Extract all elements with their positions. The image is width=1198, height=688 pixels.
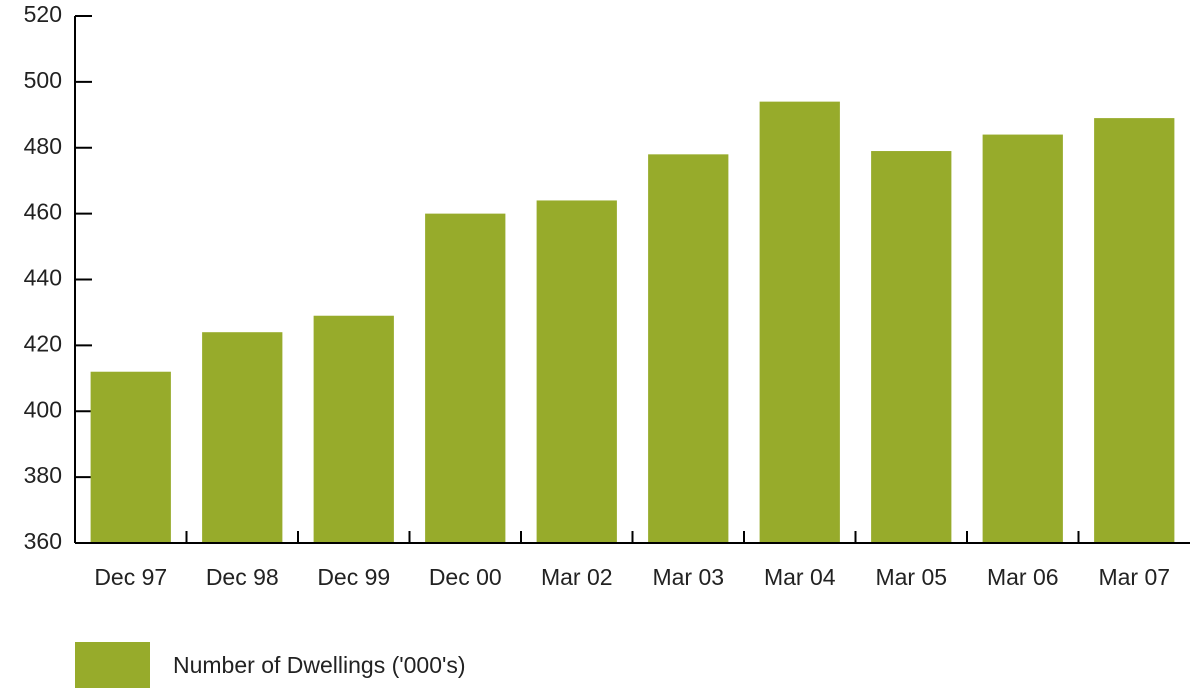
y-tick-label: 460 bbox=[24, 199, 62, 225]
legend-swatch bbox=[75, 642, 150, 688]
x-tick-label: Mar 06 bbox=[987, 564, 1059, 590]
bar bbox=[90, 371, 171, 543]
x-tick-label: Dec 99 bbox=[317, 564, 390, 590]
y-tick-label: 400 bbox=[24, 396, 62, 422]
x-tick-label: Mar 07 bbox=[1098, 564, 1170, 590]
x-tick-label: Dec 00 bbox=[429, 564, 502, 590]
bar bbox=[759, 101, 840, 543]
y-tick-label: 420 bbox=[24, 330, 62, 356]
y-tick-label: 360 bbox=[24, 528, 62, 554]
legend-label: Number of Dwellings ('000's) bbox=[173, 652, 466, 678]
x-tick-label: Mar 04 bbox=[764, 564, 836, 590]
y-tick-label: 520 bbox=[24, 1, 62, 27]
x-tick-label: Dec 97 bbox=[94, 564, 167, 590]
y-tick-label: 380 bbox=[24, 462, 62, 488]
bar bbox=[982, 134, 1063, 543]
x-tick-label: Dec 98 bbox=[206, 564, 279, 590]
y-tick-label: 480 bbox=[24, 133, 62, 159]
bar bbox=[536, 200, 617, 543]
y-tick-label: 440 bbox=[24, 265, 62, 291]
bar bbox=[871, 151, 952, 543]
bar bbox=[425, 213, 506, 543]
x-tick-label: Mar 03 bbox=[652, 564, 724, 590]
x-tick-label: Mar 02 bbox=[541, 564, 613, 590]
y-tick-label: 500 bbox=[24, 67, 62, 93]
bar bbox=[202, 332, 283, 543]
bar bbox=[1094, 118, 1175, 543]
bar bbox=[648, 154, 729, 543]
x-tick-label: Mar 05 bbox=[875, 564, 947, 590]
bar bbox=[313, 315, 394, 543]
